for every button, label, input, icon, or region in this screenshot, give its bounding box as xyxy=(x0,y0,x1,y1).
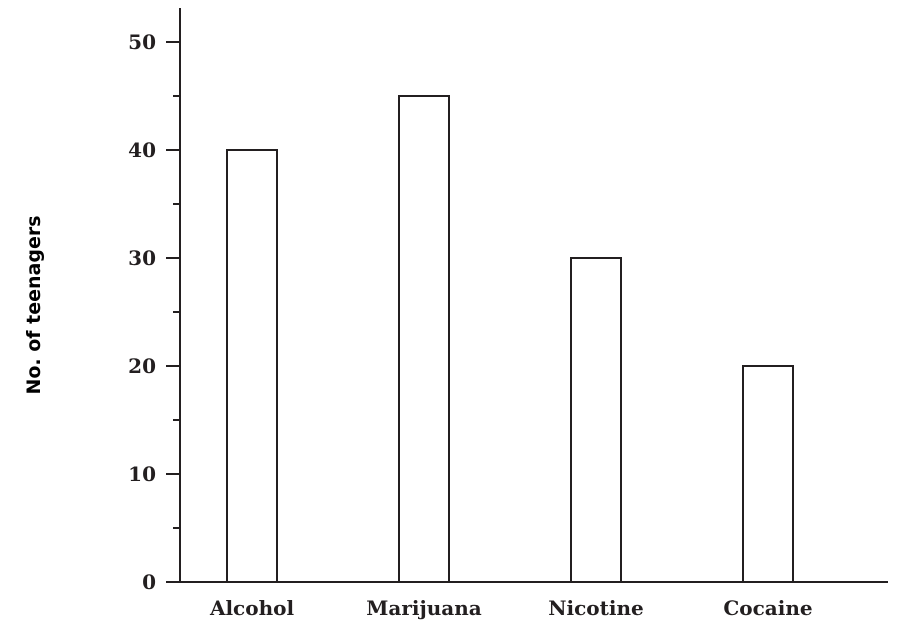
y-tick-label: 40 xyxy=(128,138,156,162)
x-axis-labels: Alcohol Marijuana Nicotine Cocaine xyxy=(209,596,813,620)
y-tick-label: 20 xyxy=(128,354,156,378)
y-tick-label: 30 xyxy=(128,246,156,270)
x-tick-label: Alcohol xyxy=(209,596,295,620)
y-axis-title: No. of teenagers xyxy=(23,215,45,394)
y-tick-label: 0 xyxy=(142,570,156,594)
bars xyxy=(226,95,794,583)
x-tick-label: Marijuana xyxy=(366,596,482,620)
bar-nicotine xyxy=(570,257,622,583)
y-axis-ticks: 0 10 20 30 40 50 xyxy=(128,30,180,594)
y-tick-label: 50 xyxy=(128,30,156,54)
x-tick-label: Nicotine xyxy=(548,596,644,620)
x-tick-label: Cocaine xyxy=(723,596,812,620)
bar-marijuana xyxy=(398,95,450,583)
bar-alcohol xyxy=(226,149,278,583)
y-tick-label: 10 xyxy=(128,462,156,486)
bar-cocaine xyxy=(742,365,794,583)
